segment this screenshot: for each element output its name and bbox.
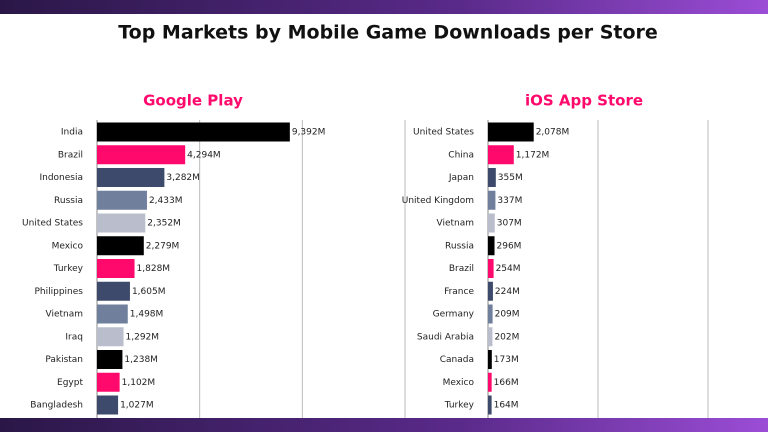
bar <box>488 304 493 324</box>
value-label: 166M <box>494 378 519 388</box>
value-label: 1,605M <box>132 287 166 297</box>
bar <box>97 145 186 165</box>
value-label: 1,292M <box>126 332 160 342</box>
category-label: France <box>444 287 474 297</box>
bar <box>488 395 492 415</box>
category-label: United States <box>413 128 474 138</box>
category-label: United States <box>22 219 83 229</box>
category-label: Mexico <box>443 378 475 388</box>
value-label: 337M <box>497 196 522 206</box>
bar <box>97 350 123 369</box>
bar <box>97 190 147 210</box>
bar <box>97 281 130 301</box>
value-label: 209M <box>495 310 520 320</box>
category-label: Russia <box>54 196 83 206</box>
value-label: 2,352M <box>147 219 181 229</box>
bar <box>488 236 495 256</box>
bar <box>97 304 128 324</box>
category-label: Turkey <box>53 264 84 274</box>
value-label: 202M <box>494 332 519 342</box>
category-label: Vietnam <box>45 310 83 320</box>
category-label: Russia <box>445 241 474 251</box>
category-label: Japan <box>448 173 474 183</box>
category-label: Mexico <box>52 241 84 251</box>
bar <box>97 372 120 392</box>
category-label: Iraq <box>65 332 83 342</box>
category-label: Bangladesh <box>30 401 83 411</box>
value-label: 4,294M <box>187 150 221 160</box>
value-label: 355M <box>498 173 523 183</box>
chart-subtitle: iOS App Store <box>525 92 643 110</box>
bar <box>488 213 495 233</box>
value-label: 1,238M <box>124 355 158 365</box>
bar <box>97 236 144 256</box>
value-label: 2,433M <box>149 196 183 206</box>
bar <box>97 395 119 415</box>
bar <box>488 372 492 392</box>
category-label: Pakistan <box>45 355 83 365</box>
bar <box>488 281 493 301</box>
category-label: Turkey <box>444 401 475 411</box>
bottom-band <box>0 418 768 432</box>
bar <box>97 259 135 278</box>
value-label: 2,078M <box>536 128 570 138</box>
category-label: Germany <box>433 310 475 320</box>
category-label: Vietnam <box>436 219 474 229</box>
bar <box>488 145 514 165</box>
value-label: 296M <box>497 241 522 251</box>
bar <box>488 190 496 210</box>
bar <box>97 327 124 347</box>
category-label: Saudi Arabia <box>417 332 474 342</box>
bar <box>97 213 146 233</box>
value-label: 1,498M <box>130 310 164 320</box>
bar <box>488 327 493 347</box>
category-label: Indonesia <box>39 173 83 183</box>
value-label: 254M <box>496 264 521 274</box>
value-label: 173M <box>494 355 519 365</box>
bar <box>488 350 492 369</box>
chart-subtitle: Google Play <box>143 92 243 110</box>
value-label: 1,102M <box>122 378 156 388</box>
page-title: Top Markets by Mobile Game Downloads per… <box>118 22 658 44</box>
category-label: Egypt <box>57 378 83 388</box>
value-label: 2,279M <box>146 241 180 251</box>
value-label: 3,282M <box>166 173 200 183</box>
value-label: 224M <box>495 287 520 297</box>
value-label: 9,392M <box>292 128 326 138</box>
value-label: 164M <box>494 401 519 411</box>
category-label: China <box>448 150 474 160</box>
value-label: 1,828M <box>137 264 171 274</box>
category-label: Philippines <box>35 287 84 297</box>
bar <box>488 259 494 278</box>
value-label: 1,172M <box>516 150 550 160</box>
category-label: United Kingdom <box>402 196 474 206</box>
bar <box>97 168 165 187</box>
category-label: Brazil <box>449 264 474 274</box>
top-band <box>0 0 768 14</box>
bar <box>97 122 290 142</box>
category-label: Canada <box>440 355 474 365</box>
bar <box>488 168 496 187</box>
bar <box>488 122 534 142</box>
value-label: 1,027M <box>120 401 154 411</box>
value-label: 307M <box>497 219 522 229</box>
category-label: Brazil <box>58 150 83 160</box>
category-label: India <box>61 128 83 138</box>
